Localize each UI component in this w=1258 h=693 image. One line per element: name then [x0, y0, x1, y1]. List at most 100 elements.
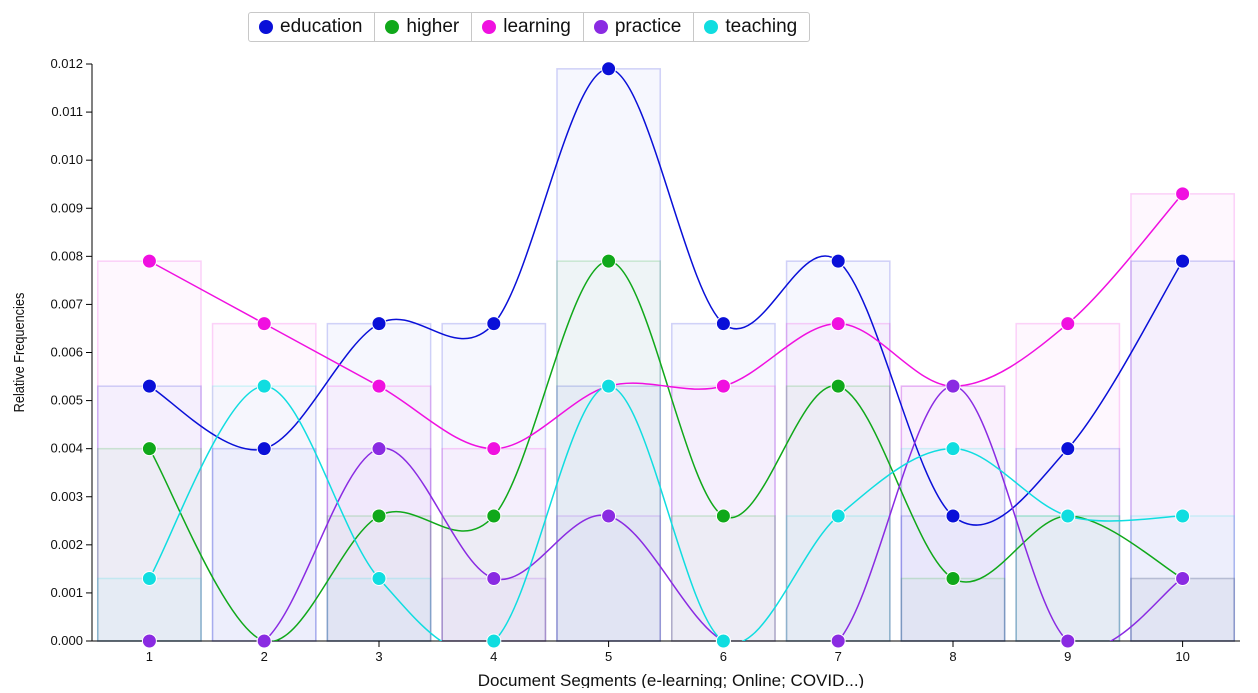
bar-segment: [785, 515, 891, 642]
y-tick-label: 0.005: [50, 393, 83, 408]
bar-segment: [441, 577, 547, 642]
legend-marker: [482, 20, 497, 34]
series-line-higher: [148, 260, 1183, 641]
legend-label: education: [280, 16, 363, 37]
y-tick-label: 0.010: [50, 152, 83, 167]
legend-label: higher: [406, 16, 460, 37]
point-practice: [1060, 633, 1076, 649]
point-teaching: [601, 378, 617, 394]
bar-segment: [1130, 577, 1236, 642]
y-axis-label: Relative Frequencies: [10, 293, 27, 413]
point-higher: [371, 508, 387, 524]
legend-label: learning: [503, 16, 571, 37]
point-higher: [830, 378, 846, 394]
x-tick-label: 7: [835, 649, 842, 664]
point-teaching: [141, 570, 157, 586]
point-education: [486, 316, 502, 332]
x-tick-label: 2: [261, 649, 268, 664]
y-tick-label: 0.000: [50, 633, 83, 648]
point-education: [141, 378, 157, 394]
legend-marker: [259, 20, 273, 34]
legend-marker: [704, 20, 719, 34]
x-tick-label: 3: [375, 649, 382, 664]
point-teaching: [945, 441, 961, 457]
series-line-learning: [149, 193, 1184, 450]
x-tick-label: 10: [1175, 649, 1189, 664]
point-practice: [1175, 570, 1191, 586]
legend-item-practice[interactable]: practice: [584, 13, 695, 41]
series-lines: [148, 68, 1184, 641]
point-learning: [371, 378, 387, 394]
x-tick-label: 6: [720, 649, 727, 664]
y-tick-label: 0.003: [50, 489, 83, 504]
point-practice: [945, 378, 961, 394]
legend-label: teaching: [725, 16, 798, 37]
point-higher: [601, 253, 617, 269]
y-tick-label: 0.001: [50, 585, 83, 600]
bar-segment: [670, 515, 776, 642]
point-education: [256, 441, 272, 457]
point-teaching: [1060, 508, 1076, 524]
series-line-education: [149, 68, 1184, 526]
x-tick-label: 9: [1064, 649, 1071, 664]
y-tick-label: 0.002: [50, 537, 83, 552]
point-teaching: [486, 633, 502, 649]
y-tick-label: 0.008: [50, 248, 83, 263]
bar-segment: [900, 577, 1006, 642]
point-practice: [830, 633, 846, 649]
point-education: [715, 316, 731, 332]
bar-segment: [556, 515, 662, 642]
y-tick-label: 0.006: [50, 345, 83, 360]
legend-item-learning[interactable]: learning: [472, 13, 584, 41]
point-education: [830, 253, 846, 269]
point-higher: [486, 508, 502, 524]
legend-marker: [593, 20, 608, 34]
point-education: [371, 316, 387, 332]
bar-segment: [211, 447, 317, 642]
point-learning: [141, 253, 157, 269]
point-education: [601, 61, 617, 77]
point-practice: [256, 633, 272, 649]
y-tick-label: 0.012: [50, 56, 83, 71]
x-tick-label: 4: [490, 649, 497, 664]
x-tick-label: 8: [949, 649, 956, 664]
point-teaching: [830, 508, 846, 524]
bar-segment: [326, 577, 432, 642]
legend-marker: [385, 20, 400, 34]
point-practice: [141, 633, 157, 649]
point-higher: [715, 508, 731, 524]
y-tick-label: 0.009: [50, 200, 83, 215]
legend-item-education[interactable]: education: [249, 13, 376, 41]
point-education: [1060, 441, 1076, 457]
point-teaching: [371, 570, 387, 586]
point-learning: [1175, 186, 1191, 202]
point-teaching: [715, 633, 731, 649]
y-tick-label: 0.004: [50, 441, 83, 456]
series-line-practice: [149, 385, 1183, 641]
bar-segment: [96, 577, 202, 642]
point-practice: [601, 508, 617, 524]
point-education: [945, 508, 961, 524]
legend-item-teaching[interactable]: teaching: [694, 13, 809, 41]
point-teaching: [256, 378, 272, 394]
x-tick-label: 1: [146, 649, 153, 664]
legend: education higher learning practice teaching: [248, 12, 811, 42]
point-learning: [256, 316, 272, 332]
x-axis-label: Document Segments (e-learning; Online; C…: [478, 671, 864, 688]
point-learning: [486, 441, 502, 457]
point-learning: [830, 316, 846, 332]
point-practice: [371, 441, 387, 457]
y-tick-label: 0.011: [51, 104, 83, 119]
y-tick-label: 0.007: [50, 296, 83, 311]
x-tick-label: 5: [605, 649, 612, 664]
point-learning: [715, 378, 731, 394]
point-learning: [1060, 316, 1076, 332]
legend-item-higher[interactable]: higher: [375, 13, 473, 41]
legend-label: practice: [614, 16, 682, 37]
point-teaching: [1175, 508, 1191, 524]
point-higher: [945, 570, 961, 586]
series-line-teaching: [148, 385, 1183, 641]
point-practice: [486, 570, 502, 586]
